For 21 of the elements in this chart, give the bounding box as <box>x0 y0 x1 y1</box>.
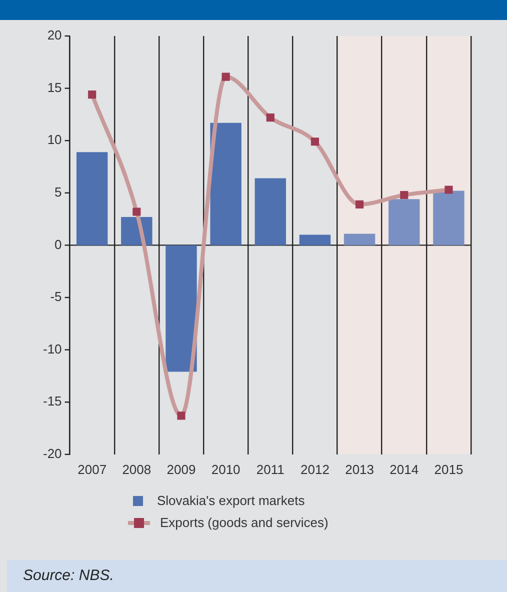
y-tick-label: -20 <box>42 446 62 461</box>
x-tick-label: 2008 <box>122 462 152 477</box>
x-tick-label: 2014 <box>390 462 419 477</box>
x-tick-label: 2007 <box>78 462 107 477</box>
y-tick-label: 20 <box>47 28 62 43</box>
y-tick-label: 15 <box>47 80 62 95</box>
x-tick-label: 2011 <box>256 462 284 477</box>
y-tick-label: 5 <box>54 184 62 200</box>
x-tick-label: 2012 <box>300 462 330 477</box>
x-tick-label: 2013 <box>345 462 374 477</box>
y-tick-label: 0 <box>54 236 62 252</box>
y-tick-label: -10 <box>42 341 62 356</box>
legend-label: Exports (goods and services) <box>160 514 328 532</box>
x-tick-label: 2010 <box>211 462 240 477</box>
y-tick-label: -5 <box>50 289 62 304</box>
x-tick-label: 2009 <box>166 462 196 477</box>
source-note: Source: NBS. <box>23 567 114 584</box>
y-tick-label: -15 <box>42 394 62 409</box>
x-tick-label: 2015 <box>434 462 464 477</box>
legend-label: Slovakia's export markets <box>157 492 305 510</box>
y-tick-label: 10 <box>47 132 62 148</box>
